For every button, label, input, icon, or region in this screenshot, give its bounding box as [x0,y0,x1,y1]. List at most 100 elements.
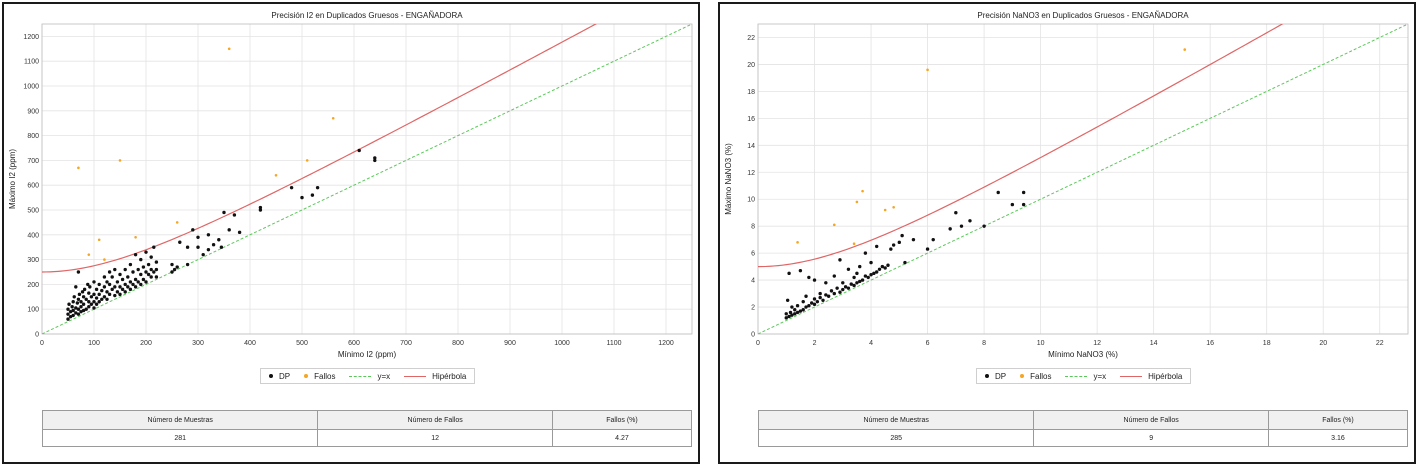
stats-value-porcentaje: 4.27 [551,429,693,447]
x-tick-label: 12 [1093,340,1101,347]
dp-point [196,245,200,249]
stats-header-porcentaje: Fallos (%) [551,410,693,430]
y-tick-label: 20 [747,62,755,69]
y-tick-label: 2 [751,305,755,312]
fallo-point [87,253,91,256]
dp-point [97,292,101,297]
x-axis-label: Mínimo I2 (ppm) [338,350,397,359]
dp-point [798,268,803,273]
x-axis-label: Mínimo NaNO3 (%) [1048,350,1118,359]
dp-point [67,302,71,306]
fallo-point [103,258,106,261]
dp-point [807,275,811,280]
dp-point [852,275,856,280]
legend-fallos-label: Fallos [1030,371,1052,381]
stats-value-fallos: 9 [1033,429,1269,447]
dp-point [89,302,94,306]
dp-point [846,286,851,290]
dp-point [175,265,179,269]
dp-point [97,300,101,304]
legend-yx-label: y=x [1093,371,1107,381]
dp-point [185,245,190,249]
dp-point [66,317,70,321]
fallo-point [883,208,887,212]
dp-point [790,313,794,317]
dp-point [804,305,808,309]
dp-point [107,270,112,274]
dp-point [141,265,146,269]
dp-point [883,266,887,270]
y-tick-label: 10 [747,197,755,204]
x-tick-label: 14 [1150,340,1158,347]
dp-point [1021,190,1026,195]
dp-point [100,288,104,293]
legend-item-yx: y=x [349,372,390,381]
dp-point [97,282,101,287]
dp-point [793,312,797,316]
dp-point [66,312,70,316]
x-tick-label: 0 [40,340,44,347]
dp-point [115,290,120,294]
plot-frame [41,23,693,335]
dp-point [133,252,138,257]
dp-point [832,291,836,296]
dp-point [118,285,122,289]
plot-content [42,24,692,334]
dp-point [832,274,836,278]
x-tick-label: 200 [140,340,152,347]
x-tick-label: 400 [244,340,256,347]
dp-point [123,282,127,287]
dp-point [139,272,143,277]
x-tick-label: 700 [400,340,412,347]
legend-hiperbola-label: Hipérbola [432,371,467,381]
dp-point [77,292,82,297]
x-tick-label: 22 [1376,340,1384,347]
dp-point [102,295,107,299]
dp-point [373,158,377,163]
dp-point [784,316,788,320]
y-tick-label: 400 [27,232,39,239]
dp-point [131,270,135,274]
dp-point [71,308,75,313]
dp-point [66,307,70,311]
dp-point [149,275,153,279]
dp-point [875,244,879,249]
dp-point [841,287,845,292]
dp-point [1021,202,1026,207]
dp-point [793,308,797,312]
dp-point [785,298,790,302]
dp-point [880,264,885,269]
dp-point [76,270,81,274]
dp-point [810,301,814,305]
dp-point [787,314,791,319]
scatter-chart-i2: 0 100 200 300 400 500 600 700 800 900 1000 1100 1200… [8,11,693,359]
dp-point [123,290,127,294]
chart-panel-i2: 0 100 200 300 400 500 600 700 800 900 1000 1100 1200… [2,2,700,464]
dp-point [875,270,879,274]
fallo-point [926,68,929,72]
dp-point [373,156,377,160]
identity-line [758,24,1408,334]
legend-item-yx: y=x [1065,372,1106,381]
dp-point [784,312,788,316]
dp-point [858,279,862,284]
dp-point [954,211,958,215]
dp-point [237,230,242,235]
dp-point [787,271,791,276]
dp-point [74,306,78,310]
dp-point [94,287,99,292]
fallo-point [305,159,309,162]
dp-point [87,305,91,309]
dp-point [357,148,361,153]
dp-point [812,302,817,307]
dp-point [144,250,148,254]
dp-point [948,227,952,231]
dp-point [824,293,828,297]
dp-point [869,273,873,277]
fallo-point [77,166,80,170]
dp-point [118,292,122,297]
y-tick-label: 700 [27,158,39,165]
dp-point [849,282,853,286]
dp-point [131,282,135,287]
dp-point [102,275,107,279]
